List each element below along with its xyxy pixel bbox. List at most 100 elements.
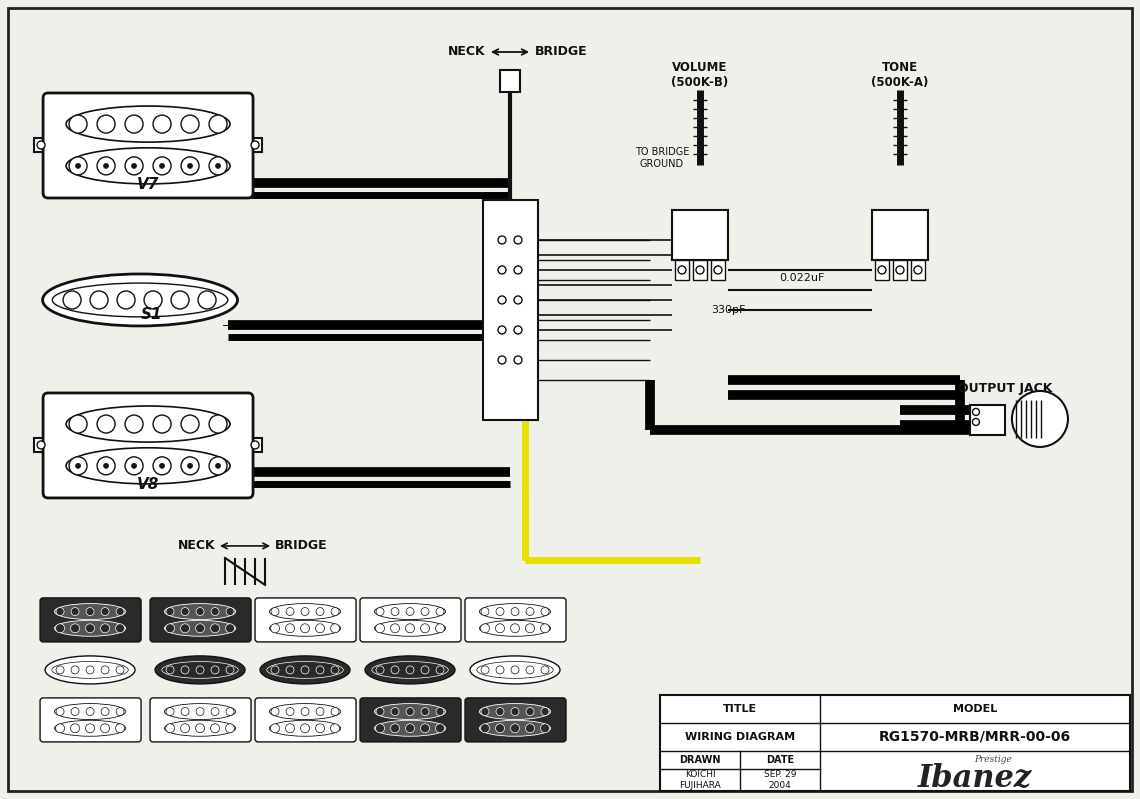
Circle shape xyxy=(166,666,174,674)
Ellipse shape xyxy=(55,720,125,736)
Circle shape xyxy=(181,115,199,133)
Ellipse shape xyxy=(66,447,230,484)
Circle shape xyxy=(542,607,549,615)
Text: BRIDGE: BRIDGE xyxy=(535,46,587,58)
Circle shape xyxy=(406,724,415,733)
Circle shape xyxy=(153,415,171,433)
Ellipse shape xyxy=(269,603,341,619)
Circle shape xyxy=(181,607,189,615)
Circle shape xyxy=(391,666,399,674)
Circle shape xyxy=(56,724,65,733)
Ellipse shape xyxy=(267,662,343,678)
FancyBboxPatch shape xyxy=(43,393,253,498)
Circle shape xyxy=(125,115,142,133)
Ellipse shape xyxy=(374,720,446,736)
Circle shape xyxy=(226,624,235,633)
FancyBboxPatch shape xyxy=(40,698,141,742)
Circle shape xyxy=(316,666,324,674)
Circle shape xyxy=(435,724,445,733)
Circle shape xyxy=(153,457,171,475)
Circle shape xyxy=(125,415,142,433)
Circle shape xyxy=(498,356,506,364)
Circle shape xyxy=(914,266,922,274)
Text: BRIDGE: BRIDGE xyxy=(275,539,327,552)
Circle shape xyxy=(331,724,340,733)
Circle shape xyxy=(226,666,234,674)
Circle shape xyxy=(86,708,95,716)
Circle shape xyxy=(56,607,64,615)
Circle shape xyxy=(421,607,429,615)
Circle shape xyxy=(115,624,124,633)
Ellipse shape xyxy=(164,620,236,636)
FancyBboxPatch shape xyxy=(40,598,141,642)
Circle shape xyxy=(71,624,80,633)
Circle shape xyxy=(131,463,137,468)
Circle shape xyxy=(286,607,294,615)
Circle shape xyxy=(972,419,979,425)
Circle shape xyxy=(70,157,87,175)
Circle shape xyxy=(496,624,505,633)
Circle shape xyxy=(301,607,309,615)
Text: SEP. 29
2004: SEP. 29 2004 xyxy=(764,770,796,789)
Circle shape xyxy=(375,624,384,633)
Circle shape xyxy=(97,157,115,175)
Circle shape xyxy=(514,266,522,274)
Ellipse shape xyxy=(260,656,350,684)
Circle shape xyxy=(406,666,414,674)
Circle shape xyxy=(376,666,384,674)
Circle shape xyxy=(376,607,384,615)
Text: TONE
(500K-A): TONE (500K-A) xyxy=(871,61,929,89)
Bar xyxy=(693,260,707,280)
Circle shape xyxy=(481,724,489,733)
Circle shape xyxy=(38,441,46,449)
Text: RG1570-MRB/MRR-00-06: RG1570-MRB/MRR-00-06 xyxy=(879,730,1070,744)
Bar xyxy=(660,695,1130,791)
Circle shape xyxy=(498,236,506,244)
Circle shape xyxy=(542,666,549,674)
Circle shape xyxy=(435,708,443,716)
FancyBboxPatch shape xyxy=(255,698,356,742)
Circle shape xyxy=(316,624,325,633)
Ellipse shape xyxy=(164,704,236,720)
Circle shape xyxy=(271,708,279,716)
Circle shape xyxy=(153,115,171,133)
Bar xyxy=(711,260,725,280)
Bar xyxy=(671,210,728,260)
Circle shape xyxy=(125,157,142,175)
Circle shape xyxy=(160,463,164,468)
Circle shape xyxy=(71,708,79,716)
Ellipse shape xyxy=(480,720,551,736)
FancyBboxPatch shape xyxy=(255,598,356,642)
Text: TITLE: TITLE xyxy=(723,704,757,714)
Circle shape xyxy=(211,666,219,674)
Text: WIRING DIAGRAM: WIRING DIAGRAM xyxy=(685,732,795,742)
Circle shape xyxy=(526,708,534,716)
Bar xyxy=(872,210,928,260)
Circle shape xyxy=(375,724,384,733)
Circle shape xyxy=(496,607,504,615)
Circle shape xyxy=(285,624,294,633)
Circle shape xyxy=(391,724,399,733)
Circle shape xyxy=(316,724,325,733)
Circle shape xyxy=(209,115,227,133)
Circle shape xyxy=(198,291,217,309)
Circle shape xyxy=(435,666,443,674)
Circle shape xyxy=(211,708,219,716)
Circle shape xyxy=(86,607,95,615)
Circle shape xyxy=(972,408,979,415)
Circle shape xyxy=(878,266,886,274)
Circle shape xyxy=(526,666,534,674)
Circle shape xyxy=(101,607,109,615)
Circle shape xyxy=(542,708,549,716)
Circle shape xyxy=(165,624,174,633)
Ellipse shape xyxy=(480,704,551,720)
Circle shape xyxy=(331,666,339,674)
Text: OUTPUT JACK: OUTPUT JACK xyxy=(958,382,1052,395)
Ellipse shape xyxy=(269,620,341,636)
Bar xyxy=(483,200,538,420)
Circle shape xyxy=(301,666,309,674)
Circle shape xyxy=(171,291,189,309)
Circle shape xyxy=(421,666,429,674)
Circle shape xyxy=(391,624,399,633)
Text: Ibanez: Ibanez xyxy=(918,763,1032,794)
